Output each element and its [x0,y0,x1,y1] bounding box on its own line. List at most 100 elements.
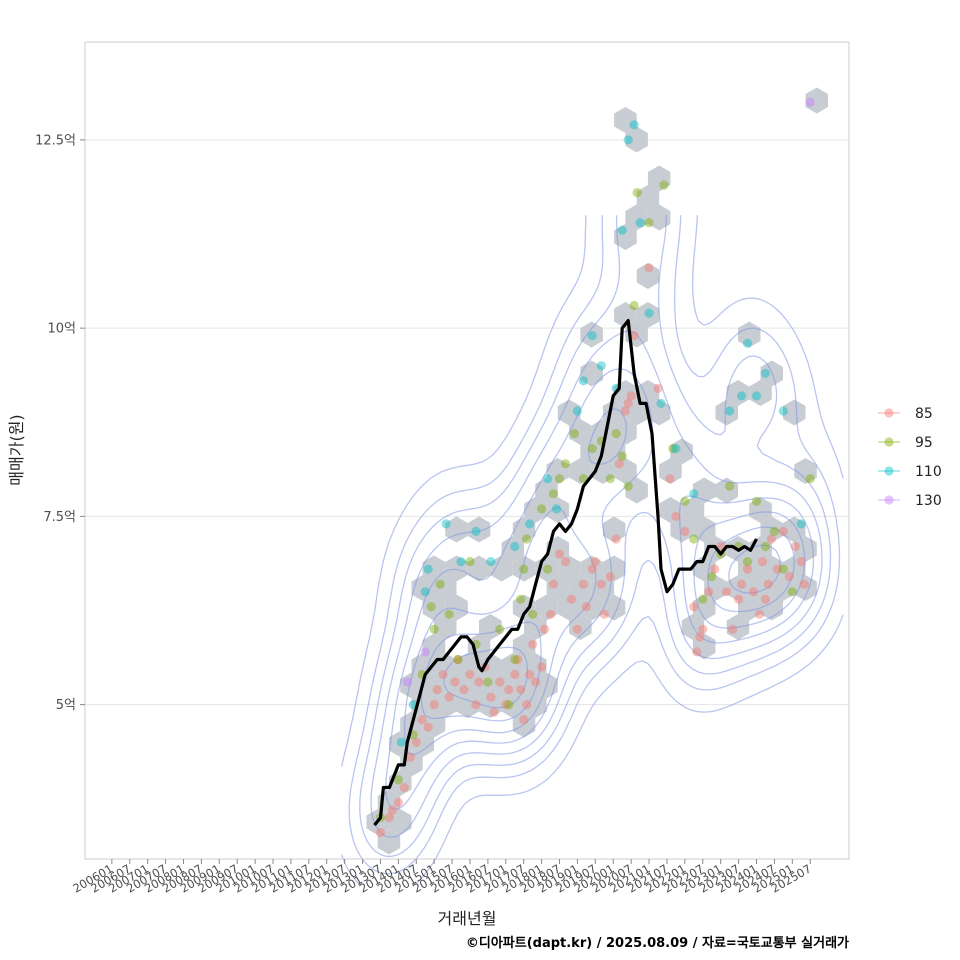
scatter-point-85 [578,579,589,589]
hexbin-cell [546,497,570,523]
hexbin-cell [569,458,592,484]
scatter-point-85 [748,587,759,597]
scatter-point-85 [486,692,496,702]
scatter-point-95 [537,504,547,514]
scatter-point-95 [760,541,771,552]
scatter-point-85 [375,828,386,838]
hexbin-cell [434,575,457,601]
scatter-point-95 [644,218,654,228]
scatter-point-130 [402,677,412,687]
hexbin-cell [512,672,536,699]
hexbin-cell [490,555,513,582]
hexbin-cell [422,633,446,660]
hexbin-cell [535,594,558,621]
scatter-point-85 [516,685,526,695]
scatter-point-95 [623,481,633,491]
hexbin-cell [490,672,513,699]
scatter-point-85 [742,564,753,574]
scatter-point-85 [510,669,520,680]
hexbin-cell [602,438,626,465]
scatter-point-85 [605,572,615,582]
scatter-point-95 [569,429,580,439]
scatter-point-95 [429,624,439,634]
scatter-point-85 [689,602,699,612]
scatter-point-110 [423,564,433,574]
y-axis-title: 매매가(원) [7,414,26,485]
hexbin-cell [445,555,468,582]
y-tick-label: 12.5억 [35,133,76,148]
scatter-point-85 [384,813,394,823]
legend: 85 95 110 130 [878,406,942,509]
scatter-point-85 [737,579,747,589]
scatter-point-85 [444,692,454,702]
trend-line [373,319,758,827]
scatter-point-110 [471,526,481,537]
scatter-point-95 [689,534,699,544]
scatter-point-95 [680,496,690,506]
hexbin-cell [445,516,468,543]
scatter-point-85 [474,677,484,687]
scatter-point-95 [483,677,493,687]
hexbin-cell [692,594,716,621]
scatter-point-85 [620,406,630,416]
hexbin-cell [557,555,581,582]
scatter-point-95 [393,775,403,785]
legend-label: 110 [915,464,942,480]
scatter-point-85 [471,700,481,710]
hexbin-cell [512,555,536,582]
scatter-point-95 [554,474,565,484]
hexbin-cell [614,458,637,484]
scatter-point-95 [528,609,538,619]
trend-line-layer [373,319,758,827]
y-tick-label: 7.5억 [43,510,76,525]
scatter-point-85 [417,715,427,725]
scatter-point-85 [528,639,538,650]
hexbin-cell [524,614,547,640]
scatter-point-95 [742,557,753,567]
scatter-point-130 [420,647,430,657]
scatter-point-85 [599,609,609,619]
hexbin-cell [738,594,761,621]
hexbin-cell [726,380,750,406]
scatter-point-95 [605,474,615,484]
scatter-point-95 [611,429,621,439]
hexbin-cell [805,87,828,114]
scatter-point-95 [751,496,762,506]
hexbin-cell [636,302,660,328]
scatter-point-85 [438,669,448,680]
scatter-point-110 [656,398,666,408]
hexbin-cell [659,497,682,523]
legend-key-85 [884,408,894,418]
scatter-point-85 [763,579,774,589]
scatter-point-85 [698,624,708,634]
hexbin-cell [715,399,738,426]
scatter-point-95 [453,654,463,665]
hexbin-cell [625,126,648,153]
scatter-point-85 [465,669,475,680]
scatter-point-95 [778,564,788,574]
scatter-point-95 [668,444,678,454]
y-tick-label: 5억 [56,698,76,713]
scatter-point-110 [644,308,654,318]
scatter-point-85 [590,557,600,567]
hexbin-cell [546,458,570,484]
hexbin-cell [434,692,457,718]
scatter-point-95 [504,700,514,710]
scatter-point-85 [644,263,654,273]
scatter-point-95 [698,594,708,604]
scatter-point-85 [537,662,547,672]
density-contour-line [443,544,782,709]
scatter-point-85 [596,579,606,589]
legend-key-130 [884,495,894,505]
scatter-point-85 [513,654,523,665]
scatter-point-85 [546,609,556,619]
scatter-point-110 [596,361,606,371]
scatter-point-85 [587,564,597,574]
legend-label: 85 [915,406,933,422]
hexbin-cell [614,302,637,328]
hexbin-cell [546,575,570,601]
scatter-point-85 [757,557,768,567]
scatter-point-110 [742,338,753,348]
hexbin-cell [400,672,423,699]
legend-label: 130 [915,493,942,509]
